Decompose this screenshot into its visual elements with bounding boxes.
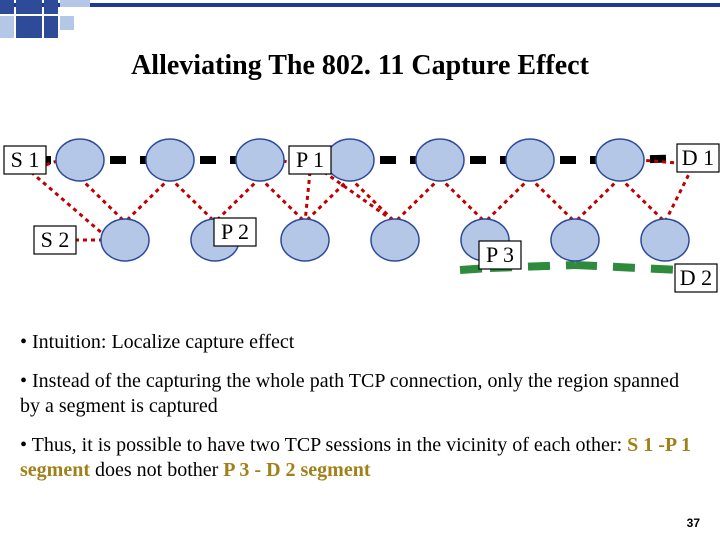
- page-number: 37: [687, 516, 700, 530]
- svg-text:D 2: D 2: [680, 265, 712, 290]
- bullet-3-mid: does not bother: [90, 459, 223, 481]
- slide-title: Alleviating The 802. 11 Capture Effect: [0, 50, 720, 82]
- bullet-1: • Intuition: Localize capture effect: [20, 330, 700, 355]
- network-diagram: S 1 P 1 D 1 S 2 P 2 P 3 D 2: [0, 110, 720, 310]
- corner-decoration: [0, 0, 170, 40]
- svg-text:P 2: P 2: [221, 219, 249, 244]
- bullet-3-pre: • Thus, it is possible to have two TCP s…: [20, 434, 627, 456]
- bullet-2: • Instead of the capturing the whole pat…: [20, 369, 700, 419]
- svg-text:P 1: P 1: [296, 147, 324, 172]
- svg-text:P 3: P 3: [486, 242, 514, 267]
- bullet-list: • Intuition: Localize capture effect • I…: [20, 330, 700, 497]
- bullet-3: • Thus, it is possible to have two TCP s…: [20, 433, 700, 483]
- svg-text:S 1: S 1: [11, 147, 40, 172]
- svg-text:D 1: D 1: [682, 145, 714, 170]
- segment-2-highlight: P 3 - D 2 segment: [223, 459, 370, 481]
- svg-text:S 2: S 2: [41, 227, 70, 252]
